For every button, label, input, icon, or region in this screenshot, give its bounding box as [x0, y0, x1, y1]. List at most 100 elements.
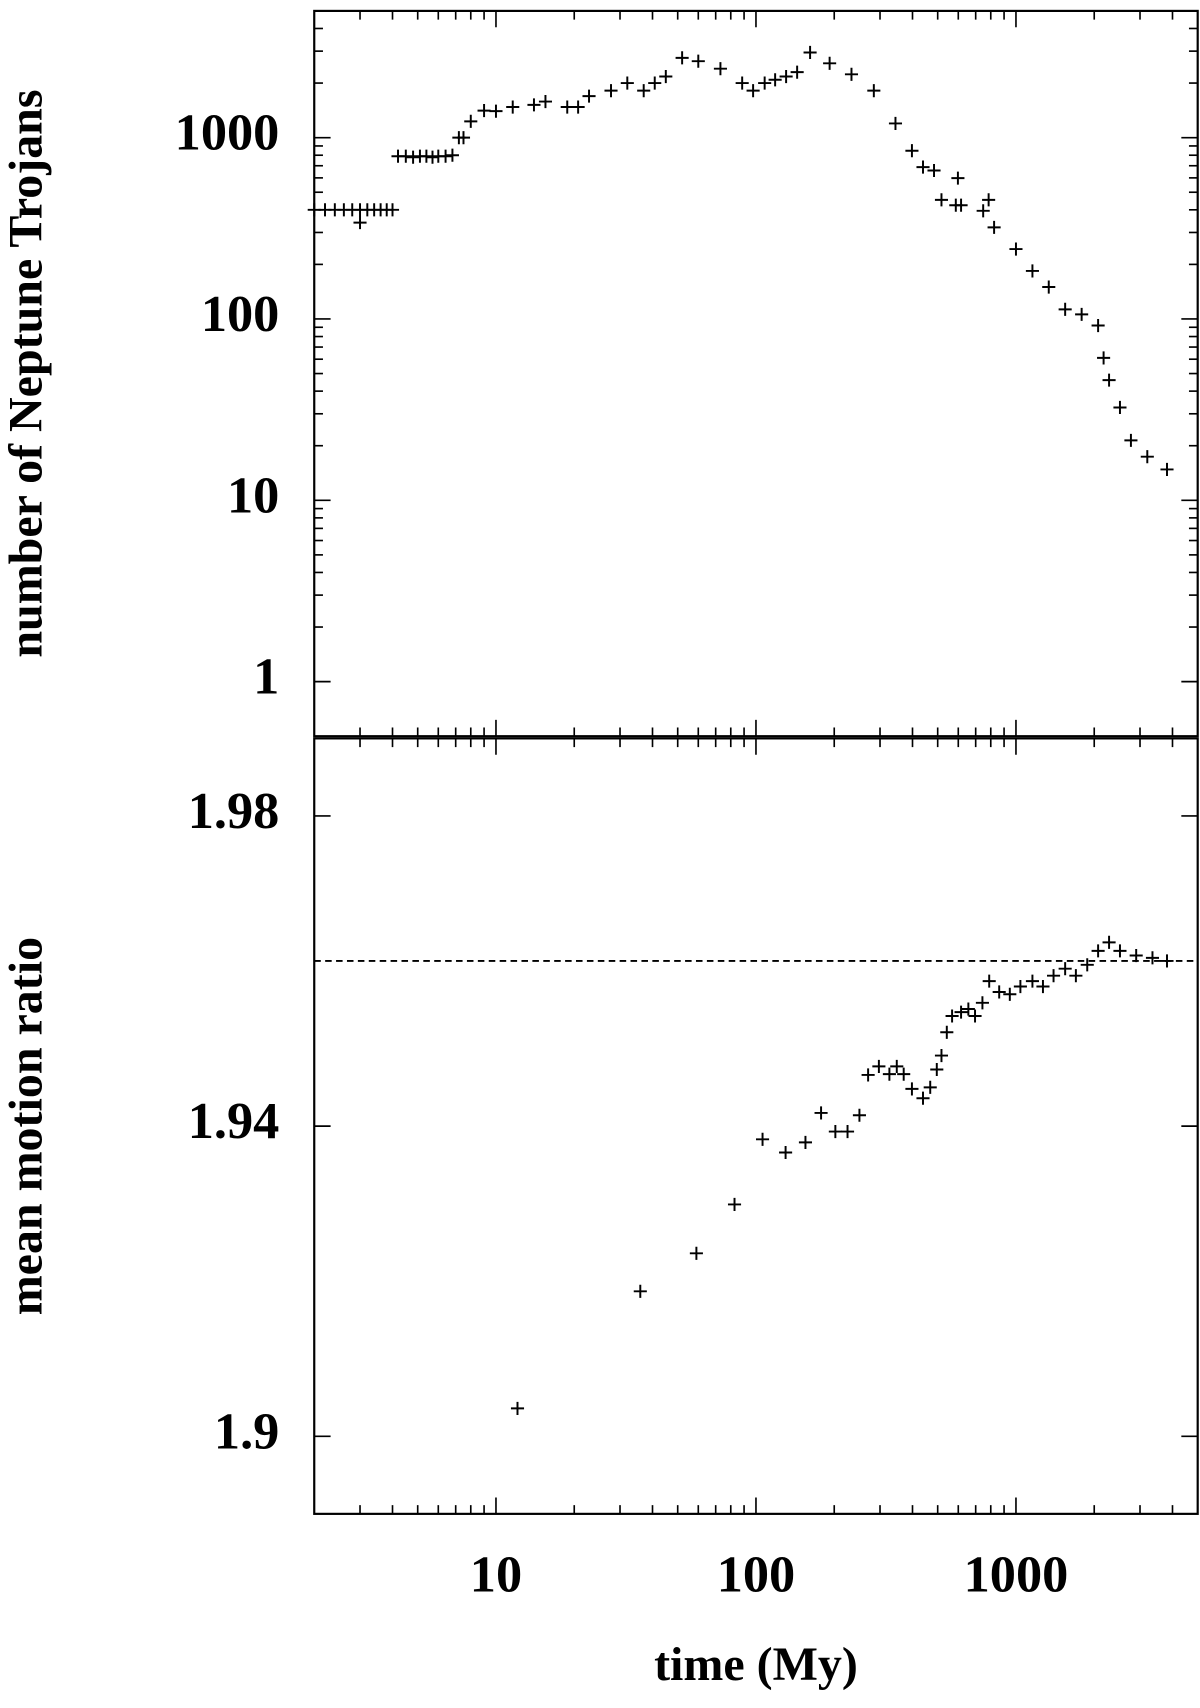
data-point [861, 1068, 875, 1082]
data-point [852, 1108, 866, 1122]
data-point [633, 1284, 647, 1298]
data-point [477, 104, 491, 118]
data-point [425, 150, 440, 164]
data-point [746, 84, 760, 98]
data-point [385, 203, 400, 217]
data-point [844, 67, 859, 81]
data-point [961, 1002, 975, 1016]
data-point [1080, 958, 1094, 972]
data-point [768, 73, 782, 87]
data-point [1036, 979, 1050, 994]
data-point [890, 1059, 904, 1073]
data-point [905, 144, 919, 158]
data-point [954, 198, 968, 212]
data-point [987, 220, 1001, 234]
data-point [916, 1091, 930, 1105]
data-point [1113, 944, 1127, 958]
data-point [1075, 307, 1089, 321]
data-point [1069, 969, 1083, 983]
data-point [1145, 951, 1160, 965]
data-point [1140, 450, 1154, 464]
data-point [916, 160, 930, 174]
data-point [1047, 969, 1061, 983]
data-point [968, 1009, 982, 1023]
data-point [934, 193, 949, 207]
data-point [1102, 935, 1116, 949]
data-point [779, 1145, 793, 1160]
data-point [1013, 979, 1027, 994]
data-point [1091, 944, 1105, 958]
data-point [1025, 974, 1039, 988]
data-point [735, 76, 749, 90]
data-point [798, 1135, 812, 1149]
x-tick-label: 1000 [964, 1545, 1069, 1603]
data-point [1058, 962, 1072, 976]
data-point [930, 1062, 944, 1077]
data-point [727, 1197, 742, 1211]
data-point [582, 89, 596, 103]
data-point [691, 54, 705, 68]
data-point [1009, 242, 1023, 256]
data-point [713, 62, 727, 76]
data-point [1160, 954, 1174, 968]
data-point [840, 1125, 855, 1139]
y-tick-label: 1.94 [188, 1092, 280, 1150]
data-point [982, 974, 996, 988]
data-point [659, 69, 673, 84]
data-point [445, 148, 459, 162]
data-point [1160, 462, 1174, 476]
data-point [353, 216, 367, 230]
data-point [648, 76, 662, 90]
data-point [927, 163, 941, 178]
data-point [756, 1132, 770, 1146]
data-point [1003, 987, 1017, 1001]
data-point [976, 204, 990, 218]
data-point [1042, 280, 1056, 294]
data-point [604, 84, 618, 98]
data-point [637, 84, 651, 98]
y-axis-label: mean motion ratio [0, 937, 53, 1315]
data-point [456, 131, 471, 145]
data-point [620, 76, 634, 90]
data-point [882, 1067, 896, 1081]
data-point [872, 1059, 886, 1073]
data-point [1058, 302, 1072, 316]
data-point [399, 149, 413, 163]
plot-frame [313, 737, 1199, 1515]
data-point [1102, 373, 1116, 387]
data-point [992, 985, 1006, 999]
data-point [1025, 264, 1039, 278]
data-point [897, 1067, 911, 1081]
data-point [758, 76, 772, 90]
data-point [538, 95, 553, 109]
y-tick-label: 1.9 [214, 1402, 279, 1460]
data-point [888, 116, 903, 130]
data-point [510, 1401, 525, 1415]
data-point [905, 1082, 919, 1096]
data-point [571, 100, 585, 114]
y-axis-label: number of Neptune Trojans [0, 89, 53, 657]
data-point [923, 1080, 937, 1094]
data-point [934, 1049, 949, 1063]
data-point [954, 1005, 968, 1019]
data-point [803, 45, 817, 60]
x-tick-label: 10 [470, 1545, 522, 1603]
data-point [464, 114, 478, 128]
data-point [867, 84, 881, 98]
data-point [982, 193, 996, 207]
data-point [823, 56, 837, 70]
data-point [1124, 433, 1138, 447]
data-point [489, 104, 503, 118]
y-tick-label: 1000 [175, 104, 280, 162]
data-point [951, 171, 965, 185]
data-point [506, 100, 520, 114]
data-point [675, 51, 689, 65]
data-point [419, 149, 433, 163]
data-point [1097, 351, 1111, 365]
y-tick-label: 100 [201, 285, 280, 343]
data-point [1113, 400, 1127, 415]
x-tick-label: 100 [717, 1545, 796, 1603]
data-point [527, 98, 541, 112]
x-axis-label: time (My) [654, 1638, 858, 1691]
